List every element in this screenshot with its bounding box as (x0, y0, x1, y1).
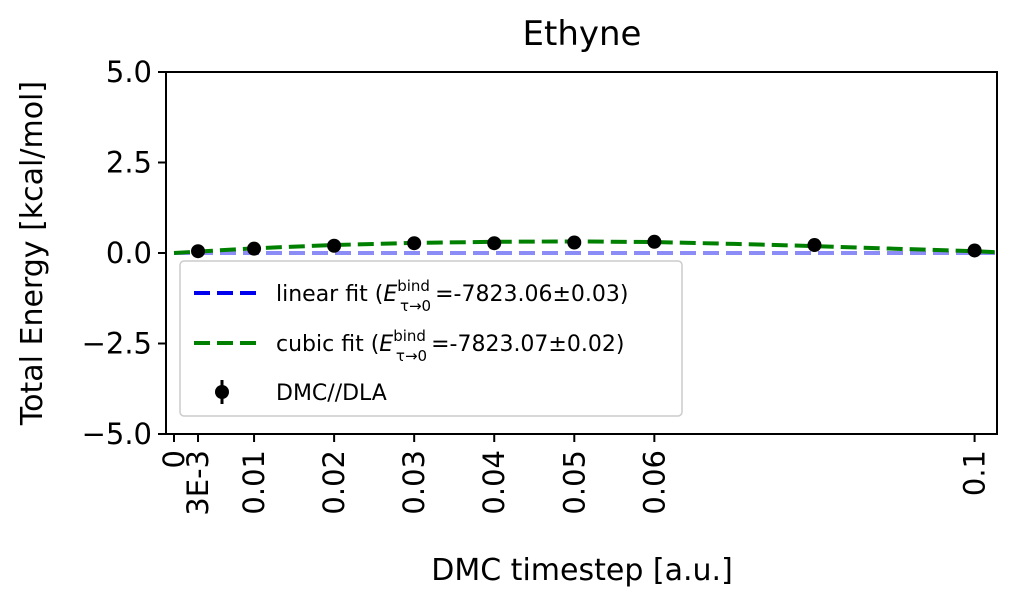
data-point (247, 241, 262, 256)
x-tick-label: 0.05 (557, 450, 591, 515)
legend-linear-label: linear fit (Ebind τ→0 =-7823.06±0.03) (276, 277, 628, 315)
x-axis-label: DMC timestep [a.u.] (431, 553, 733, 588)
legend-dmc-label: DMC//DLA (276, 381, 387, 406)
x-tick-label: 3E-3 (181, 450, 215, 516)
x-tick-label: 0.04 (477, 450, 511, 515)
data-point (647, 234, 662, 249)
y-tick-label: 5.0 (106, 55, 152, 89)
data-point (567, 235, 582, 250)
series-line-1 (173, 239, 997, 255)
legend-dmc-marker (215, 385, 229, 399)
x-tick-label: 0.01 (237, 450, 271, 515)
data-point (407, 236, 422, 251)
x-tick-label: 0.06 (637, 450, 671, 515)
data-point (327, 238, 342, 253)
legend-box (179, 260, 683, 417)
chart-title: Ethyne (523, 14, 642, 54)
y-axis: 5.0 2.5 0.0 −2.5 −5.0 (82, 55, 166, 451)
x-tick-label: 0.1 (958, 450, 992, 496)
y-tick-label: −2.5 (82, 327, 152, 361)
x-axis: 03E-3 0.01 0.02 0.03 0.04 0.05 0.06 0.1 (157, 434, 992, 516)
x-tick-label: 0 (157, 450, 191, 468)
plot-area (173, 234, 997, 259)
data-point (191, 244, 206, 259)
y-axis-label: Total Energy [kcal/mol] (15, 81, 50, 426)
y-tick-label: 2.5 (106, 146, 152, 180)
legend-cubic-label: cubic fit (Ebind τ→0 =-7823.07±0.02) (276, 327, 624, 365)
legend: linear fit (Ebind τ→0 =-7823.06±0.03) cubi… (179, 260, 683, 417)
x-tick-label: 0.03 (397, 450, 431, 515)
data-point (487, 236, 502, 251)
y-tick-label: −5.0 (82, 417, 152, 451)
x-tick-label: 0.02 (317, 450, 351, 515)
y-tick-label: 0.0 (106, 236, 152, 270)
data-point (807, 238, 822, 253)
data-point (967, 243, 982, 258)
